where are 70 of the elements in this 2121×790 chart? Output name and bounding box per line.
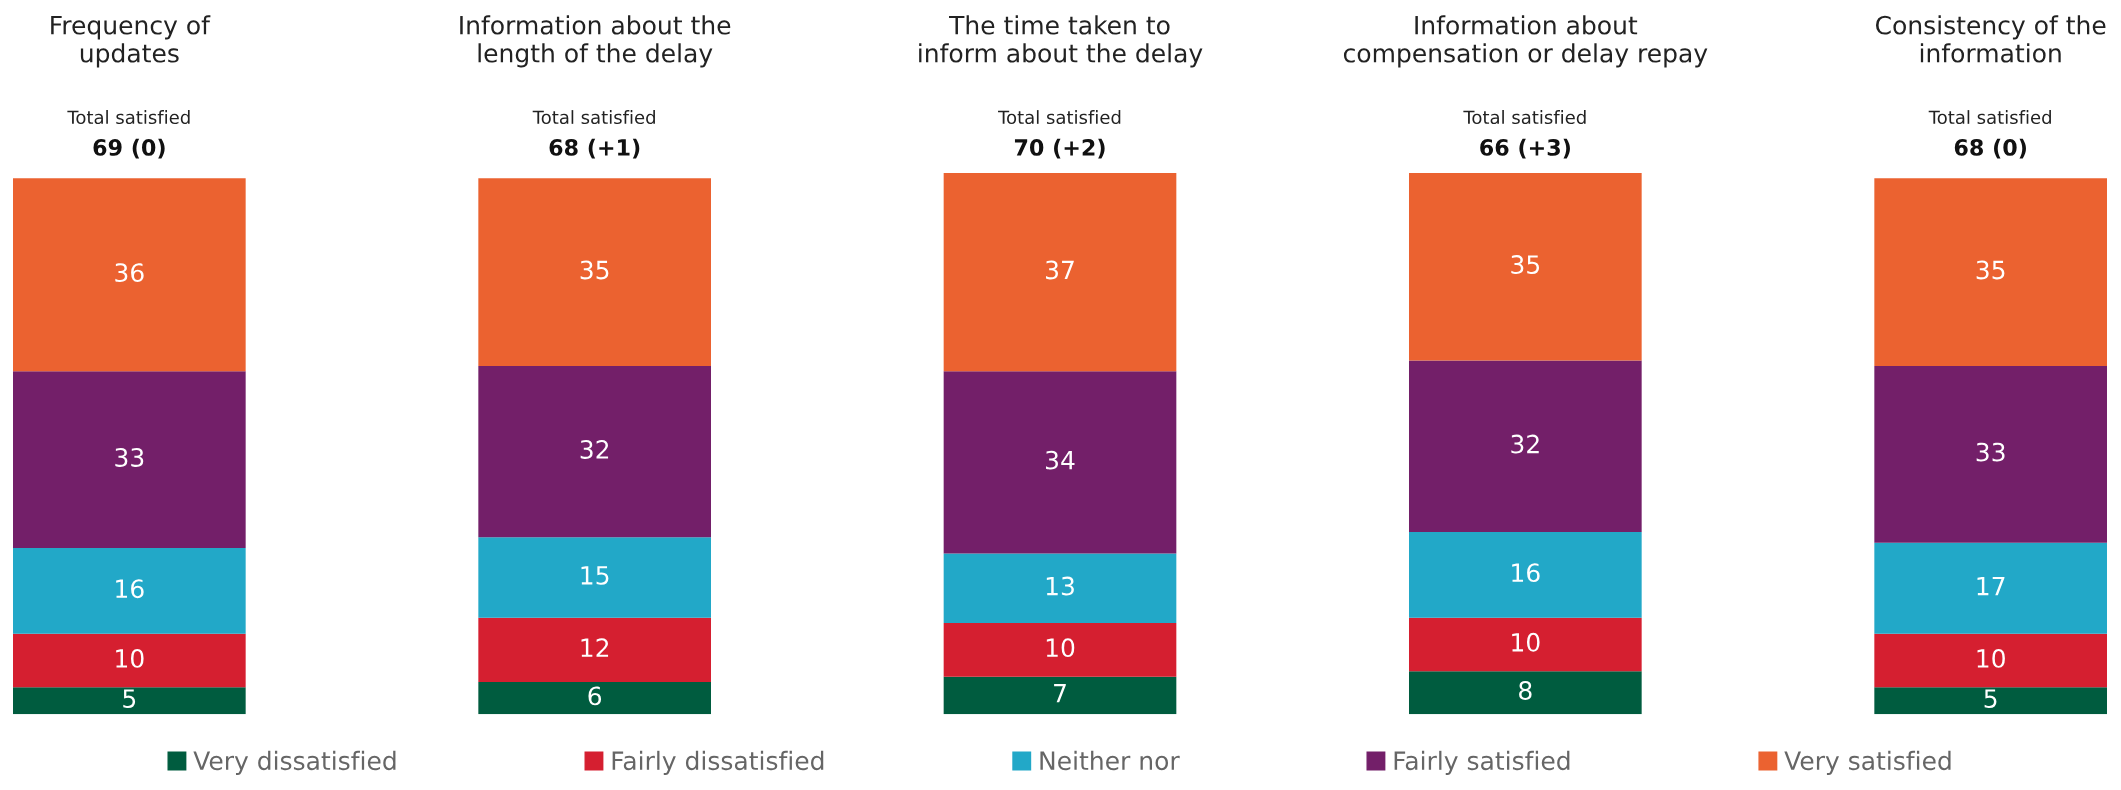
- data-label: 16: [1512, 563, 1540, 583]
- bar: [13, 371, 246, 549]
- x-tick-label: Information about the length of the delay: [460, 15, 731, 68]
- data-label: 32: [580, 439, 609, 459]
- data-label: 10: [116, 648, 144, 668]
- bar: [13, 178, 246, 372]
- bar: [1409, 360, 1642, 532]
- bar: [1874, 633, 2107, 688]
- data-label: 8: [1519, 681, 1532, 700]
- bar: [943, 371, 1177, 554]
- data-label: 33: [115, 448, 144, 467]
- bar: [13, 548, 246, 634]
- total-label: 70 (+2): [1014, 138, 1105, 159]
- data-label: 33: [1976, 442, 2005, 462]
- total-label: 68 (+1): [549, 138, 640, 159]
- data-label: 5: [1984, 689, 1997, 709]
- legend-label: Very dissatisfied: [193, 750, 396, 775]
- data-label: 37: [1046, 260, 1074, 280]
- data-label: 34: [1046, 450, 1075, 470]
- x-tick-label: Information about compensation or delay repay: [1343, 15, 1708, 68]
- bar: [943, 553, 1177, 624]
- bar: [1409, 671, 1642, 715]
- bar: [1874, 178, 2107, 366]
- bar: [478, 178, 711, 366]
- data-label: 32: [1511, 434, 1539, 454]
- total-label: 66 (+3): [1480, 138, 1570, 159]
- x-tick-label: The time taken to inform about the delay: [919, 15, 1203, 68]
- bar: [1409, 173, 1642, 361]
- bar: [478, 682, 711, 715]
- bar: [943, 173, 1177, 372]
- text: Total satisfied: [1463, 110, 1586, 125]
- data-label: 7: [1054, 684, 1066, 703]
- text: Total satisfied: [67, 110, 190, 125]
- data-label: 10: [1977, 648, 2005, 668]
- bar: [1409, 531, 1642, 618]
- legend-label: Very satisfied: [1784, 750, 1951, 775]
- data-label: 17: [1977, 576, 2005, 596]
- data-label: 6: [588, 686, 602, 706]
- data-label: 35: [580, 260, 609, 280]
- bar: [943, 623, 1177, 677]
- total-label: 69 (0): [93, 138, 165, 159]
- data-label: 35: [1976, 260, 2005, 280]
- legend-label: Fairly satisfied: [1394, 750, 1570, 775]
- text: Total satisfied: [998, 110, 1121, 125]
- bar: [13, 687, 246, 715]
- data-label: 12: [581, 638, 609, 657]
- data-label: 35: [1511, 255, 1540, 275]
- data-label: 16: [116, 579, 144, 599]
- bar: [1874, 687, 2107, 715]
- bar: [13, 633, 246, 688]
- data-label: 36: [115, 263, 144, 283]
- data-label: 10: [1512, 632, 1540, 652]
- bar: [1409, 617, 1642, 672]
- x-tick-label: Frequency of updates: [51, 15, 211, 68]
- text: Total satisfied: [532, 110, 655, 125]
- x-tick-label: Consistency of the information: [1875, 15, 2106, 63]
- text: Total satisfied: [1928, 110, 2051, 125]
- total-label: 68 (0): [1954, 138, 2026, 159]
- bar: [1874, 542, 2107, 634]
- data-label: 10: [1046, 638, 1075, 658]
- bar: [478, 537, 711, 618]
- bar: [478, 617, 711, 683]
- legend-label: Neither nor: [1040, 750, 1180, 771]
- data-label: 13: [1046, 576, 1074, 596]
- legend-label: Fairly dissatisfied: [612, 750, 824, 775]
- data-label: 5: [123, 689, 136, 709]
- bar: [1874, 365, 2107, 543]
- data-label: 15: [581, 566, 609, 585]
- bar: [478, 365, 711, 538]
- bar: [943, 676, 1177, 715]
